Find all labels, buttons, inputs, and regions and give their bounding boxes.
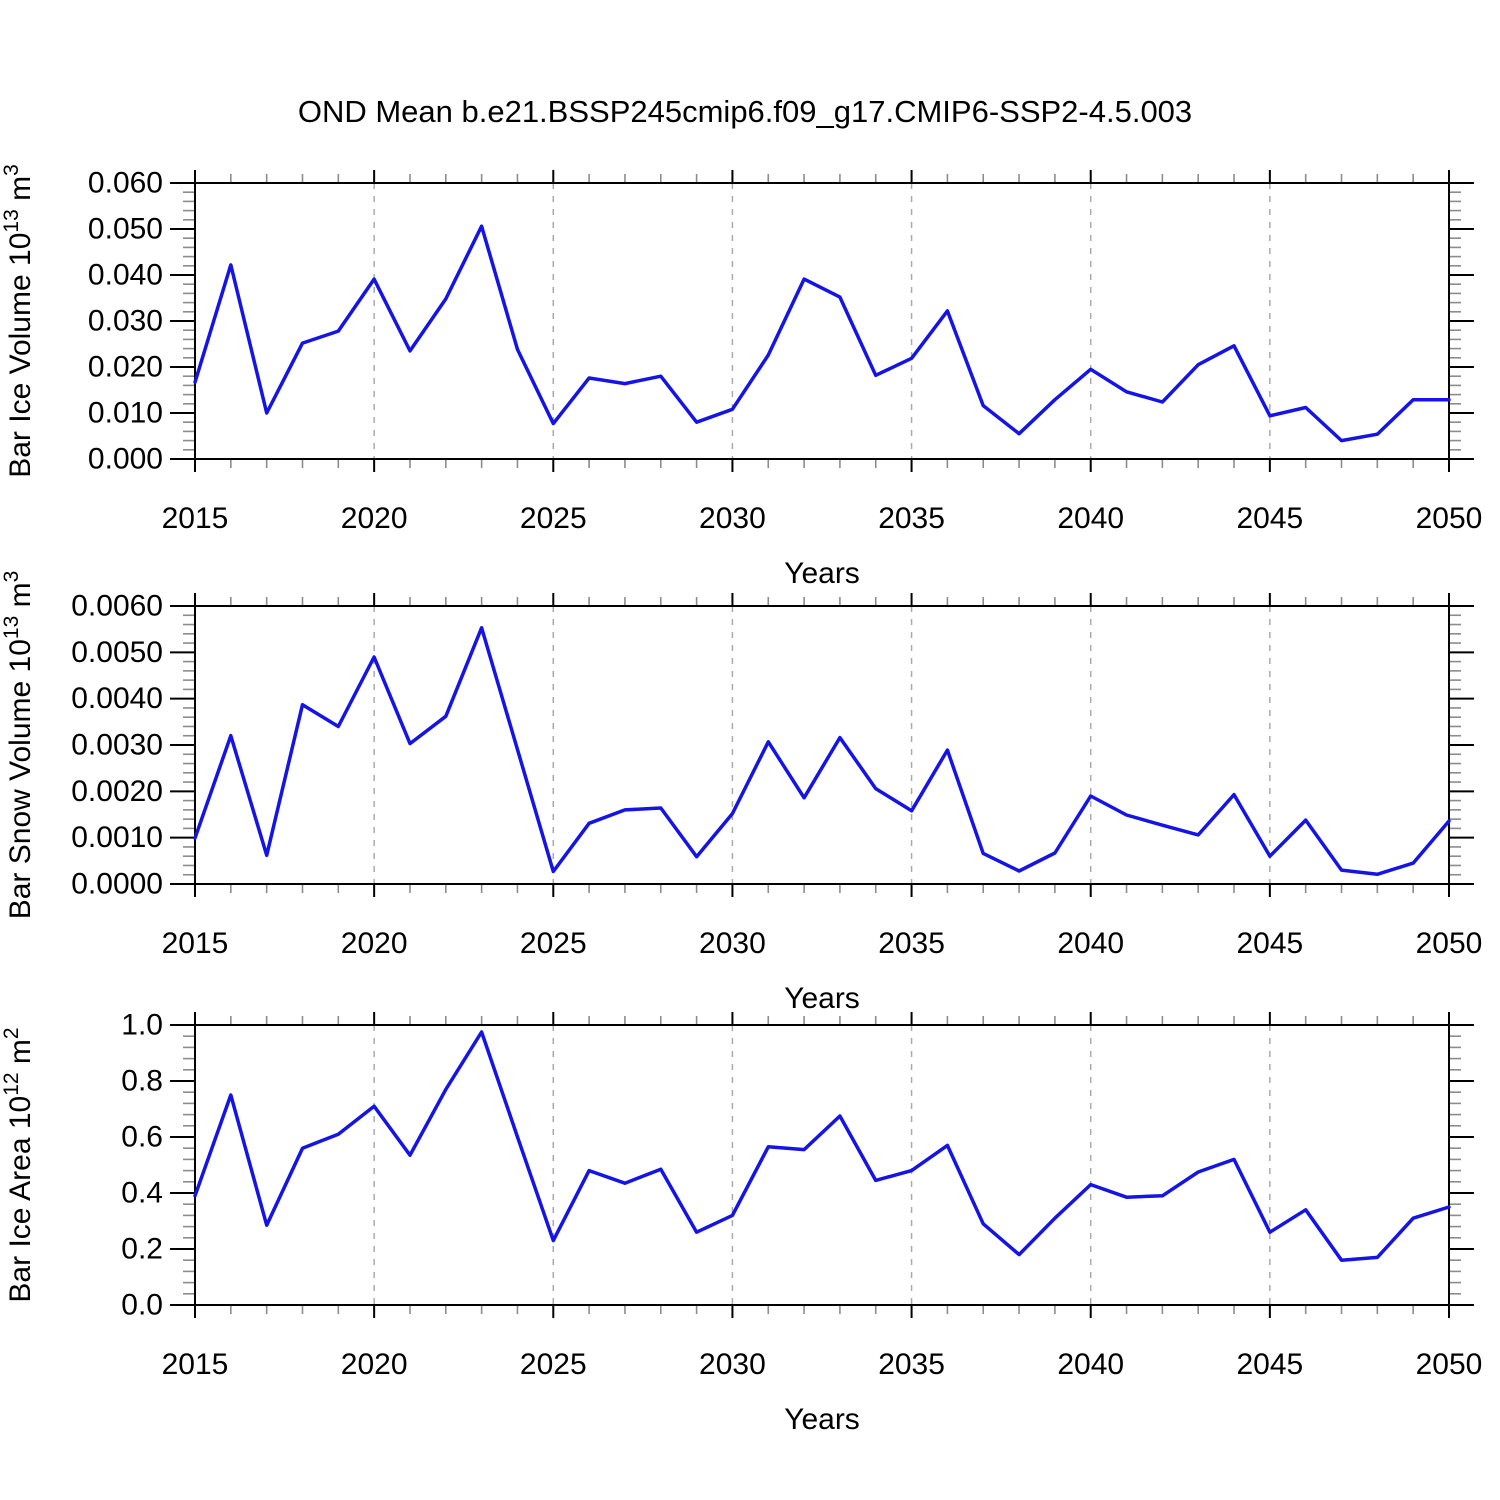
y-tick-label: 0.050 — [88, 213, 163, 246]
chart-ice-area: 0.0 0.2 0.4 0.6 0.8 1.0 2015 2020 2025 2030 2035 20… — [0, 1009, 1482, 1437]
y-tick-label: 0.0020 — [71, 775, 163, 808]
plot-frame — [194, 605, 1450, 885]
y-tick-label: 0.4 — [121, 1177, 163, 1210]
x-tick-label: 2040 — [1057, 927, 1124, 960]
y-tick-label: 0.030 — [88, 305, 163, 338]
x-tick-label: 2035 — [878, 927, 945, 960]
x-tick-label: 2045 — [1236, 502, 1303, 535]
x-tick-label: 2035 — [878, 502, 945, 535]
x-axis-title: Years — [784, 557, 860, 590]
x-tick-label: 2020 — [341, 927, 408, 960]
y-tick-label: 0.0060 — [71, 590, 163, 623]
y-tick-label: 0.8 — [121, 1065, 163, 1098]
y-tick-label: 0.6 — [121, 1121, 163, 1154]
x-tick-label: 2025 — [520, 927, 587, 960]
x-tick-label: 2040 — [1057, 1348, 1124, 1381]
x-tick-label: 2050 — [1416, 1348, 1483, 1381]
x-tick-label: 2050 — [1416, 502, 1483, 535]
chart-snow-volume: 0.0000 0.0010 0.0020 0.0030 0.0040 0.0050 0.00… — [0, 571, 1482, 1015]
y-tick-label: 0.010 — [88, 397, 163, 430]
x-axis-title: Years — [784, 982, 860, 1015]
data-line-ice-volume — [193, 224, 1451, 443]
x-tick-label: 2030 — [699, 502, 766, 535]
x-tick-label: 2050 — [1416, 927, 1483, 960]
x-tick-label: 2015 — [162, 1348, 229, 1381]
y-tick-label: 0.0 — [121, 1289, 163, 1322]
chart-ice-volume: 0.000 0.010 0.020 0.030 0.040 0.050 0.060 2015 2… — [0, 164, 1482, 590]
data-line-ice-area — [193, 1030, 1451, 1262]
x-tick-label: 2025 — [520, 1348, 587, 1381]
x-tick-label: 2040 — [1057, 502, 1124, 535]
y-axis-title: Bar Ice Volume 1013 m3 — [0, 164, 37, 478]
x-axis-title: Years — [784, 1403, 860, 1436]
x-tick-label: 2020 — [341, 502, 408, 535]
y-axis-title: Bar Snow Volume 1013 m3 — [0, 571, 37, 920]
y-tick-label: 0.000 — [88, 443, 163, 476]
y-tick-label: 0.2 — [121, 1233, 163, 1266]
x-tick-label: 2030 — [699, 927, 766, 960]
plot-frame — [194, 182, 1450, 460]
figure-title: OND Mean b.e21.BSSP245cmip6.f09_g17.CMIP… — [297, 94, 1193, 129]
y-tick-label: 0.020 — [88, 351, 163, 384]
data-line-snow-volume — [193, 626, 1451, 877]
x-tick-label: 2015 — [162, 927, 229, 960]
x-tick-label: 2035 — [878, 1348, 945, 1381]
x-tick-label: 2045 — [1236, 1348, 1303, 1381]
y-tick-label: 1.0 — [121, 1009, 163, 1042]
plot-frame — [194, 1024, 1450, 1306]
x-tick-label: 2015 — [162, 502, 229, 535]
y-axis-title: Bar Ice Area 1012 m2 — [0, 1027, 37, 1302]
y-tick-label: 0.0030 — [71, 729, 163, 762]
x-tick-label: 2025 — [520, 502, 587, 535]
y-tick-label: 0.060 — [88, 167, 163, 200]
y-tick-label: 0.0010 — [71, 821, 163, 854]
y-tick-label: 0.0040 — [71, 682, 163, 715]
y-tick-label: 0.040 — [88, 259, 163, 292]
x-tick-label: 2020 — [341, 1348, 408, 1381]
y-tick-label: 0.0050 — [71, 636, 163, 669]
x-tick-label: 2045 — [1236, 927, 1303, 960]
y-tick-label: 0.0000 — [71, 868, 163, 901]
x-tick-label: 2030 — [699, 1348, 766, 1381]
